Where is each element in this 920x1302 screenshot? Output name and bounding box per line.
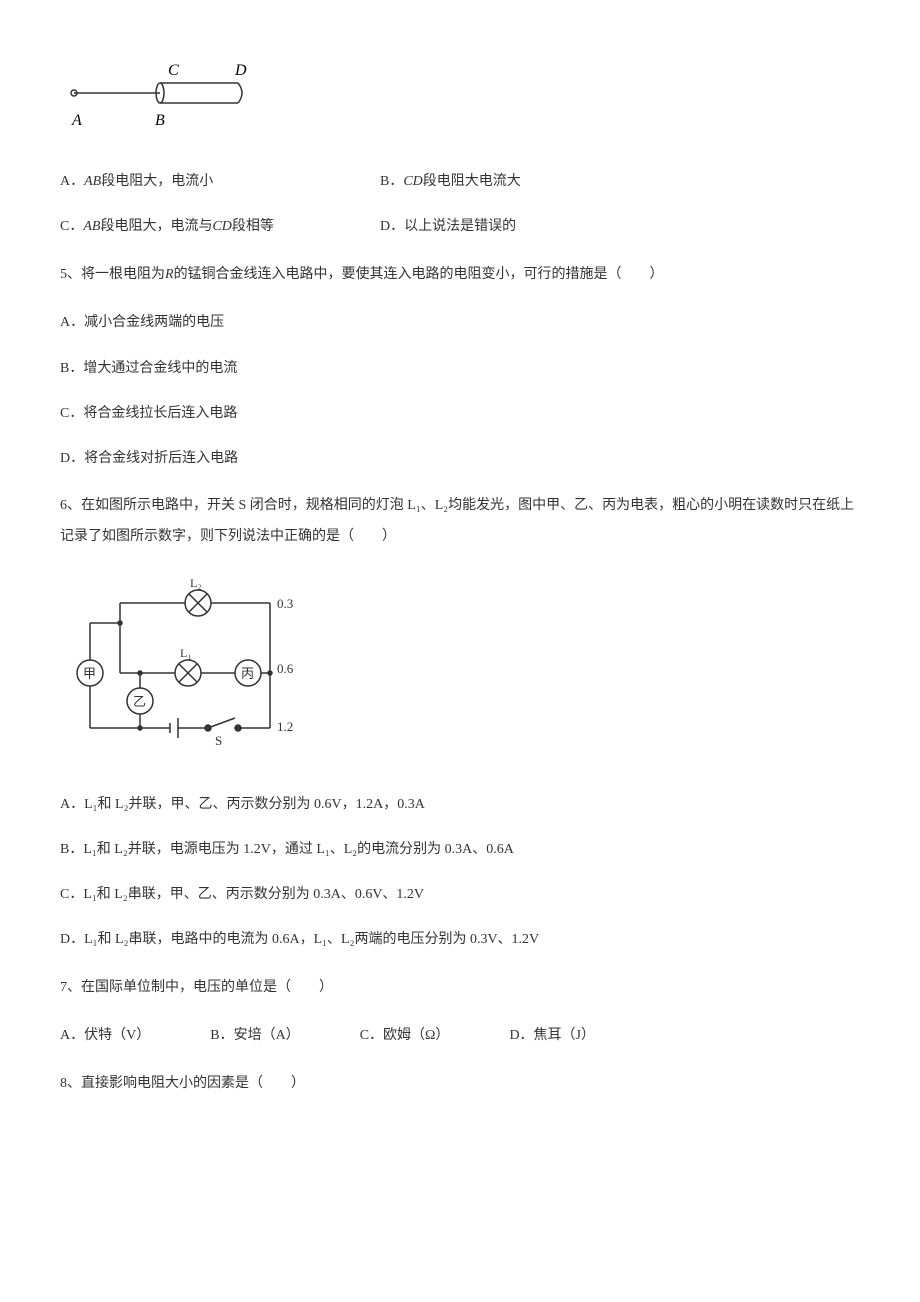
q5-option-c: C．将合金线拉长后连入电路	[60, 401, 860, 426]
q7-option-c: C．欧姆（Ω）	[360, 1023, 450, 1048]
q4-row-cd: C．AB段电阻大，电流与CD段相等 D．以上说法是错误的	[60, 214, 860, 239]
switch-right-node	[235, 725, 241, 731]
q4c-ab: AB	[83, 219, 100, 234]
q4-option-c: C．AB段电阻大，电流与CD段相等	[60, 214, 380, 239]
label-jia: 甲	[83, 666, 96, 681]
label-c: C	[168, 62, 179, 79]
q4-row-ab: A．AB段电阻大，电流小 B．CD段电阻大电流大	[60, 169, 860, 194]
label-switch: S	[215, 733, 222, 748]
q8-stem: 8、直接影响电阻大小的因素是（ ）	[60, 1069, 860, 1100]
q7-options: A．伏特（V） B．安培（A） C．欧姆（Ω） D．焦耳（J）	[60, 1023, 860, 1048]
q5-option-a: A．减小合金线两端的电压	[60, 310, 860, 335]
q5-stem-suffix: 的锰铜合金线连入电路中，要使其连入电路的电阻变小，可行的措施是（ ）	[174, 267, 664, 282]
q7-option-b: B．安培（A）	[210, 1023, 299, 1048]
label-d: D	[234, 62, 247, 79]
reading-1: 0.3	[277, 596, 293, 611]
q4a-prefix: A．	[60, 174, 84, 189]
wire-thick-right-cap	[238, 83, 242, 103]
q4a-text: 段电阻大，电流小	[101, 174, 213, 189]
q5-option-d: D．将合金线对折后连入电路	[60, 446, 860, 471]
node-yi-top	[138, 671, 142, 675]
switch-arm	[208, 718, 235, 728]
q4-option-a: A．AB段电阻大，电流小	[60, 169, 380, 194]
q4c-text: 段相等	[232, 219, 274, 234]
figure-circuit-diagram: S 甲 L₂ L₁ 丙 乙	[60, 573, 860, 762]
q4c-prefix: C．	[60, 219, 83, 234]
q7-stem: 7、在国际单位制中，电压的单位是（ ）	[60, 973, 860, 1004]
q7-option-d: D．焦耳（J）	[509, 1023, 595, 1048]
q4b-text: 段电阻大电流大	[423, 174, 521, 189]
label-l2: L₂	[190, 576, 202, 590]
q6-option-d: D．L₁和 L₂串联，电路中的电流为 0.6A，L₁、L₂两端的电压分别为 0.…	[60, 927, 860, 952]
q5-stem: 5、将一根电阻为R的锰铜合金线连入电路中，要使其连入电路的电阻变小，可行的措施是…	[60, 260, 860, 291]
q4b-cd: CD	[403, 174, 422, 189]
node-yi-bottom	[138, 726, 142, 730]
node-right-mid	[268, 671, 272, 675]
q5-option-b: B．增大通过合金线中的电流	[60, 356, 860, 381]
q4a-ab: AB	[84, 174, 101, 189]
q4-option-b: B．CD段电阻大电流大	[380, 169, 521, 194]
label-yi: 乙	[133, 694, 146, 709]
q4c-mid: 段电阻大，电流与	[100, 219, 212, 234]
reading-2: 0.6	[277, 661, 294, 676]
reading-3: 1.2	[277, 719, 293, 734]
q6-option-b: B．L₁和 L₂并联，电源电压为 1.2V，通过 L₁、L₂的电流分别为 0.3…	[60, 837, 860, 862]
label-b: B	[155, 112, 165, 129]
q6-option-a: A．L₁和 L₂并联，甲、乙、丙示数分别为 0.6V，1.2A，0.3A	[60, 792, 860, 817]
figure-wire-diagram: C D A B	[60, 60, 860, 149]
label-bing: 丙	[241, 666, 254, 681]
q4b-prefix: B．	[380, 174, 403, 189]
q5-stem-prefix: 5、将一根电阻为	[60, 267, 165, 282]
q6-option-c: C．L₁和 L₂串联，甲、乙、丙示数分别为 0.3A、0.6V、1.2V	[60, 882, 860, 907]
q4c-cd: CD	[212, 219, 231, 234]
q4-option-d: D．以上说法是错误的	[380, 214, 516, 239]
q7-option-a: A．伏特（V）	[60, 1023, 150, 1048]
label-l1: L₁	[180, 646, 192, 660]
q6-stem: 6、在如图所示电路中，开关 S 闭合时，规格相同的灯泡 L₁、L₂均能发光，图中…	[60, 491, 860, 553]
label-a: A	[71, 112, 82, 129]
q5-stem-r: R	[165, 267, 174, 282]
